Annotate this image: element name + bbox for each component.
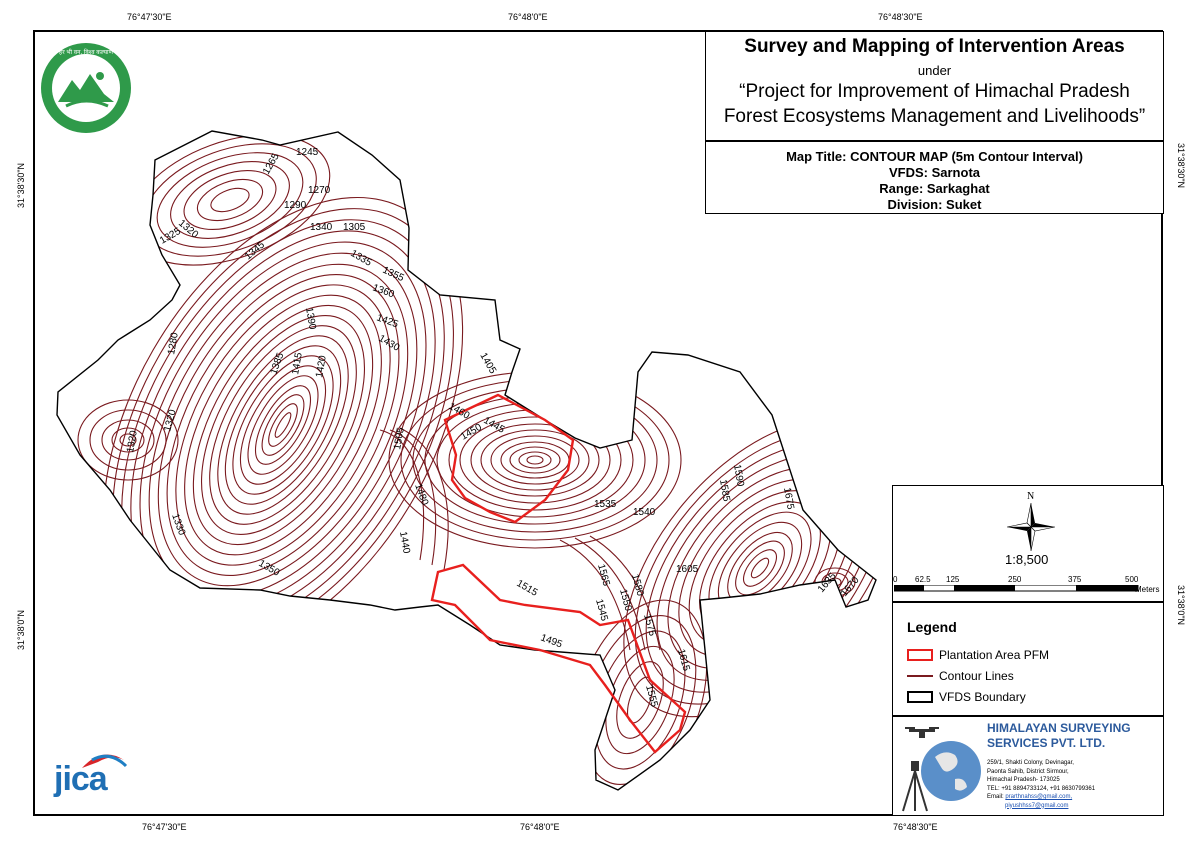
- contour-label: 1305: [343, 222, 366, 233]
- project-title-line-1: “Project for Improvement of Himachal Pra…: [739, 81, 1130, 102]
- project-title-line-2: Forest Ecosystems Management and Livelih…: [723, 106, 1146, 127]
- boundary-swatch: [907, 691, 933, 703]
- contour-label: 1440: [397, 531, 412, 555]
- contour-label: 1330: [169, 512, 187, 537]
- contour-label: 1605: [676, 564, 699, 575]
- contour-label: 1550: [617, 588, 633, 613]
- title-under: under: [917, 63, 952, 78]
- contour-label: 1415: [290, 351, 305, 375]
- north-arrow-icon: [1007, 503, 1055, 551]
- email-link-1[interactable]: prarthnahss@gmail.com,: [1005, 794, 1073, 800]
- scale-bar: [894, 585, 1139, 592]
- contour-label: 1385: [268, 351, 286, 376]
- scale-ratio: 1:8,500: [1005, 552, 1049, 567]
- legend-item-contour: Contour Lines: [907, 669, 1014, 683]
- company-name: HIMALAYAN SURVEYING SERVICES PVT. LTD.: [987, 721, 1131, 751]
- email-label: Email:: [987, 794, 1004, 800]
- division-name: Division: Suket: [887, 197, 982, 212]
- legend-title: Legend: [907, 619, 957, 635]
- contour-label: 1505: [392, 426, 407, 450]
- legend-label-plantation: Plantation Area PFM: [939, 648, 1050, 662]
- company-box: HIMALAYAN SURVEYING SERVICES PVT. LTD. 2…: [892, 716, 1164, 816]
- plantation-swatch: [907, 649, 933, 661]
- contour-label: 1340: [310, 222, 333, 233]
- legend-item-plantation: Plantation Area PFM: [907, 648, 1049, 662]
- range-name: Range: Sarkaghat: [879, 181, 990, 196]
- contour-label: 1290: [284, 200, 307, 211]
- contour-label: 1280: [166, 331, 181, 355]
- contour-label: 1585: [717, 479, 732, 503]
- address-line-1: 259/1, Shakti Colony, Devinagar,: [987, 760, 1074, 766]
- drone-globe-icon: [902, 727, 981, 812]
- vfds-boundary: [56, 130, 877, 791]
- jica-logo: JICA: [52, 746, 132, 806]
- legend-label-boundary: VFDS Boundary: [939, 690, 1026, 704]
- contour-label: 1420: [314, 354, 329, 378]
- address-line-3: Himachal Pradesh- 173025: [987, 777, 1060, 783]
- scale-tick: 375: [1068, 575, 1082, 584]
- contour-label: 1615: [675, 648, 691, 673]
- jica-text: JICA: [54, 760, 108, 798]
- scale-tick: 0: [893, 575, 898, 584]
- address-line-2: Paonta Sahib, District Sirmour,: [987, 768, 1069, 775]
- coord-top-3: 76°48'30"E: [878, 12, 923, 22]
- contour-label: 1540: [633, 507, 656, 518]
- company-name-line-1: HIMALAYAN SURVEYING: [987, 721, 1131, 735]
- map-title: Map Title: CONTOUR MAP (5m Contour Inter…: [786, 149, 1083, 164]
- coord-top-2: 76°48'0"E: [508, 12, 548, 22]
- main-title: Survey and Mapping of Intervention Areas: [744, 36, 1125, 57]
- contour-label: 1590: [731, 464, 746, 488]
- scale-tick: 125: [946, 575, 960, 584]
- contour-label: 1320: [125, 429, 140, 453]
- contour-label: 1495: [539, 632, 564, 650]
- contour-lines: [77, 134, 876, 790]
- scale-tick: 250: [1008, 575, 1022, 584]
- coord-bottom-3: 76°48'30"E: [893, 822, 938, 832]
- email-link-2[interactable]: piyushhss7@gmail.com: [1005, 802, 1069, 809]
- email-row-2: piyushhss7@gmail.com: [987, 802, 1095, 811]
- contour-label: 1675: [781, 487, 796, 511]
- legend-item-boundary: VFDS Boundary: [907, 690, 1026, 704]
- coord-bottom-2: 76°48'0"E: [520, 822, 560, 832]
- map-frame: [33, 30, 1163, 816]
- map-info-box: Map Title: CONTOUR MAP (5m Contour Inter…: [705, 141, 1164, 214]
- contour-label: 1545: [593, 598, 609, 623]
- email-row: Email: prarthnahss@gmail.com,: [987, 793, 1095, 802]
- jica-swoosh-icon: [82, 754, 128, 768]
- contour-label: 1535: [594, 499, 617, 510]
- vfds-name: VFDS: Sarnota: [888, 165, 980, 180]
- contour-label: 1270: [308, 185, 331, 196]
- contour-label: 1390: [303, 307, 318, 331]
- contour-label: 1425: [375, 312, 400, 330]
- forest-seal-text: हर भी वन, विश्व कल्याण: [59, 48, 114, 56]
- contour-label: 1450: [459, 422, 484, 443]
- plantation-area-north: [443, 393, 575, 524]
- scale-tick: 500: [1125, 575, 1139, 584]
- company-address: 259/1, Shakti Colony, Devinagar, Paonta …: [987, 759, 1095, 810]
- contour-label: 1405: [477, 351, 498, 376]
- legend-box: Legend Plantation Area PFM Contour Lines…: [892, 602, 1164, 716]
- company-name-line-2: SERVICES PVT. LTD.: [987, 736, 1106, 750]
- contour-label: 1515: [515, 578, 540, 599]
- north-scale-box: N 1:8,500 0 62.5 125 250 375 500 Meters: [892, 485, 1164, 602]
- coord-bottom-1: 76°47'30"E: [142, 822, 187, 832]
- coord-top-1: 76°47'30"E: [127, 12, 172, 22]
- contour-swatch: [907, 675, 933, 677]
- north-label: N: [1027, 491, 1035, 502]
- scale-unit: Meters: [1135, 585, 1160, 594]
- plantation-area-south: [430, 563, 687, 754]
- contour-label: 1245: [296, 147, 319, 158]
- scale-tick: 62.5: [915, 575, 931, 584]
- title-box: Survey and Mapping of Intervention Areas…: [705, 31, 1164, 141]
- legend-label-contour: Contour Lines: [939, 669, 1014, 683]
- forest-department-logo: हर भी वन, विश्व कल्याण: [41, 43, 131, 133]
- telephone: TEL: +91 8894733124, +91 8630799361: [987, 785, 1096, 792]
